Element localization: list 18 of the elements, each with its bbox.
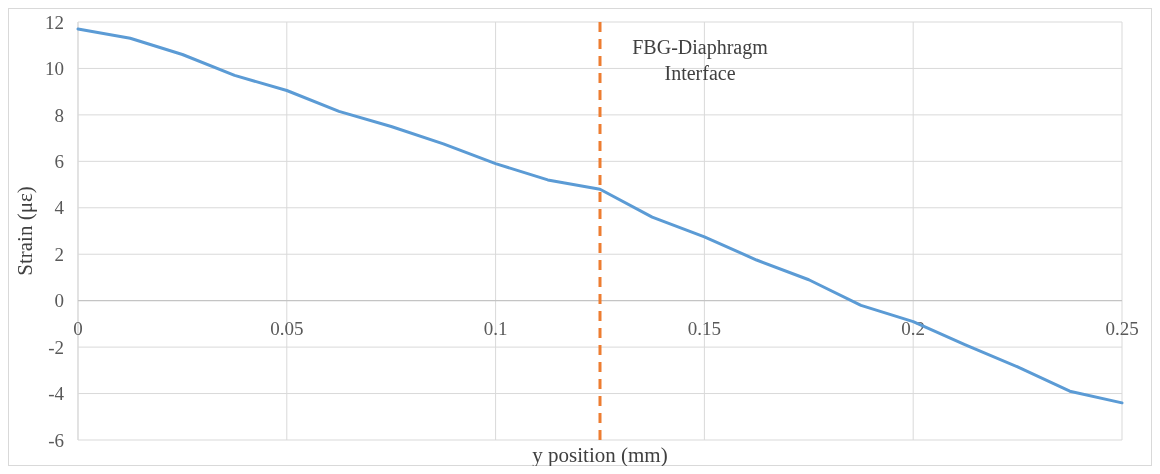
y-axis-title: Strain (με)	[13, 186, 37, 276]
x-tick-label: 0.1	[483, 317, 508, 339]
y-tick-label: 8	[54, 104, 64, 126]
y-tick-label: -6	[48, 429, 64, 451]
x-tick-label: 0	[73, 317, 83, 339]
y-tick-label: 4	[54, 197, 65, 219]
y-tick-label: 0	[54, 290, 64, 312]
y-tick-label: 2	[54, 243, 64, 265]
y-tick-label: 6	[54, 150, 64, 172]
x-axis-title: y position (mm)	[532, 443, 668, 467]
x-tick-label: 0.15	[687, 317, 722, 339]
y-tick-label: -4	[48, 383, 65, 405]
x-tick-label: 0.25	[1105, 317, 1139, 339]
x-tick-label: 0.05	[270, 317, 304, 339]
y-tick-label: 12	[45, 11, 64, 33]
ref-line-label: FBG-Diaphragm Interface	[632, 36, 769, 84]
y-tick-label: -2	[48, 336, 64, 358]
y-tick-label: 10	[45, 58, 64, 80]
